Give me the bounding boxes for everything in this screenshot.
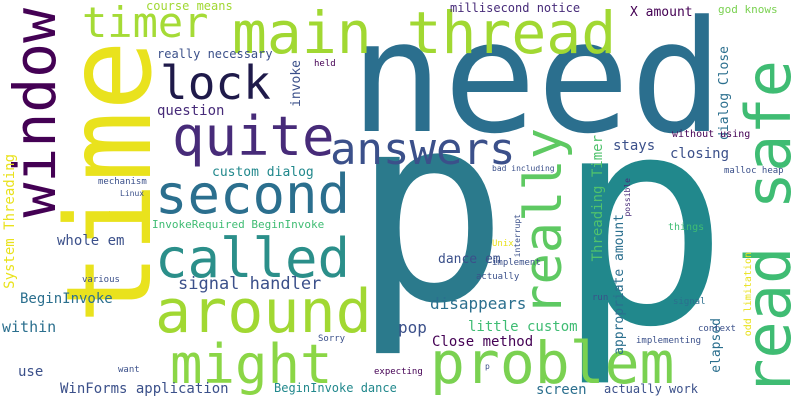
word: possible [623, 178, 632, 217]
word: dance em [438, 252, 501, 267]
word: answers [330, 124, 516, 175]
word: WinForms application [60, 381, 229, 397]
word: want [118, 365, 140, 375]
word: appropriate amount [612, 214, 627, 355]
word: lock [160, 56, 271, 110]
word: various [82, 275, 120, 285]
word: millisecond notice [450, 1, 581, 15]
word: Threading Timer [590, 135, 606, 262]
word: odd limitation [743, 252, 754, 337]
word: thread safe [732, 60, 800, 400]
word: main thread [232, 0, 617, 67]
word: Close method [432, 334, 534, 350]
word: signal [673, 297, 706, 307]
word: held [314, 59, 336, 69]
word: actually work [604, 382, 698, 396]
word: InvokeRequired BeginInvoke [152, 218, 325, 231]
word: use [18, 364, 44, 380]
word: stays [613, 138, 656, 154]
word: problem [430, 329, 675, 397]
word: bad including [492, 164, 555, 173]
word: quite [172, 105, 335, 168]
word: p [485, 362, 490, 371]
word: System Threading [2, 154, 18, 289]
word: context [698, 324, 736, 334]
word: around [155, 277, 372, 347]
word: BeginInvoke dance [274, 381, 397, 395]
word: god knows [718, 3, 778, 16]
word: might [170, 333, 333, 396]
word: screen [536, 382, 587, 398]
word: timer [82, 0, 209, 47]
word: course means [146, 0, 233, 13]
word: signal handler [178, 274, 322, 294]
word: interrupt [513, 214, 522, 258]
word: question [157, 103, 225, 119]
word: need [350, 0, 724, 168]
word: X amount [630, 5, 693, 20]
word: little custom [468, 319, 578, 335]
word: closing [670, 146, 730, 162]
word: disappears [430, 294, 527, 313]
word: p [352, 59, 509, 361]
word: Sorry [318, 334, 346, 344]
word: dialog Close [717, 46, 732, 140]
word: really [514, 128, 574, 316]
word: p [555, 54, 730, 391]
word: pop [398, 318, 427, 337]
word: BeginInvoke [20, 291, 113, 307]
word: Unix [492, 239, 514, 249]
word: custom dialog [212, 165, 314, 180]
word: things [668, 222, 705, 233]
word: run [592, 293, 609, 303]
word: mechanism [98, 177, 147, 187]
word: know [108, 211, 130, 221]
word: actually [476, 272, 520, 282]
word: whole em [57, 233, 125, 249]
word: expecting [374, 367, 423, 377]
word: implementing [636, 336, 702, 346]
word: called [155, 227, 351, 290]
word: implement [492, 258, 541, 268]
word: really necessary [157, 47, 273, 61]
word: without using [672, 129, 751, 140]
word: malloc heap [724, 166, 784, 176]
word: within [2, 318, 57, 336]
word: Linux [120, 189, 145, 198]
word: second [155, 163, 351, 226]
word: invoke [289, 60, 304, 107]
